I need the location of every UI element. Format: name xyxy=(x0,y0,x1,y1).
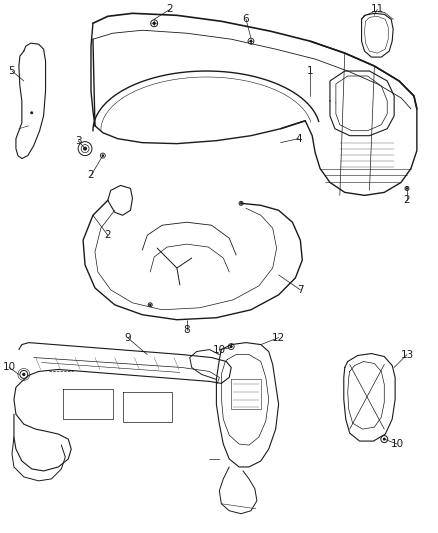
Text: 12: 12 xyxy=(272,333,285,343)
Text: 1: 1 xyxy=(307,66,314,76)
Text: 5: 5 xyxy=(9,66,15,76)
Circle shape xyxy=(240,203,242,204)
Text: 11: 11 xyxy=(371,4,384,14)
Text: 2: 2 xyxy=(167,4,173,14)
Circle shape xyxy=(250,40,252,42)
Text: 10: 10 xyxy=(213,344,226,354)
Text: 2: 2 xyxy=(88,171,94,181)
Text: 2: 2 xyxy=(404,196,410,205)
Text: 7: 7 xyxy=(297,285,304,295)
Text: 13: 13 xyxy=(400,350,413,360)
Text: 4: 4 xyxy=(295,134,302,144)
Circle shape xyxy=(84,147,87,150)
Circle shape xyxy=(406,188,408,189)
Circle shape xyxy=(230,345,232,348)
Text: 2: 2 xyxy=(104,230,111,240)
Text: 10: 10 xyxy=(391,439,404,449)
Circle shape xyxy=(153,22,155,25)
Circle shape xyxy=(383,438,385,440)
Circle shape xyxy=(31,112,33,114)
Circle shape xyxy=(23,373,25,376)
Circle shape xyxy=(149,304,151,305)
Text: 9: 9 xyxy=(124,333,131,343)
Text: 3: 3 xyxy=(75,136,81,146)
Circle shape xyxy=(102,155,104,156)
Text: 6: 6 xyxy=(243,14,249,25)
Text: 10: 10 xyxy=(3,362,16,373)
Text: 8: 8 xyxy=(184,325,190,335)
